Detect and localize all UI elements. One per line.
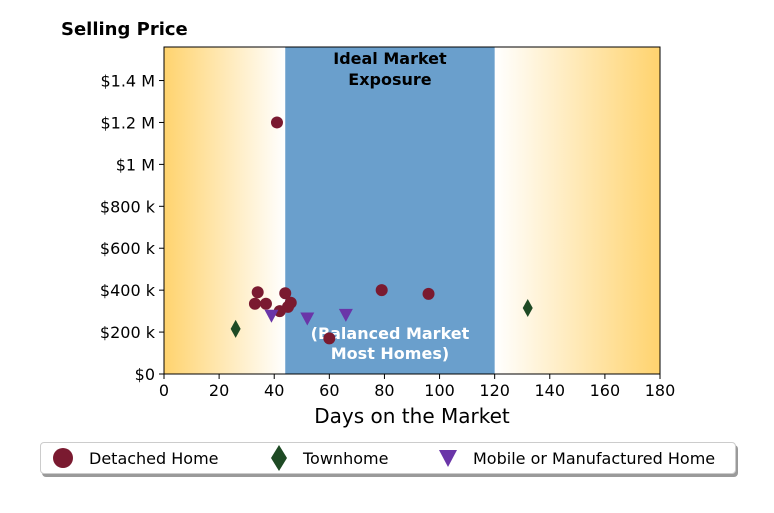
legend-item-detached: Detached Home xyxy=(51,443,219,473)
y-tick-label: $1 M xyxy=(116,155,155,174)
y-tick-label: $400 k xyxy=(100,281,156,300)
detached-home-point xyxy=(270,116,283,129)
x-axis: 0 20 40 60 80 100 120 140 160 180 xyxy=(159,374,675,400)
plot-frame xyxy=(163,46,661,375)
circle-marker-icon xyxy=(53,448,73,468)
detached-home-point xyxy=(375,284,388,297)
legend-marker-townhome xyxy=(271,445,287,471)
x-tick-label: 60 xyxy=(319,381,339,400)
band-bottom-label-line: Most Homes) xyxy=(331,344,449,363)
legend: Detached Home Townhome Mobile or Manufac… xyxy=(40,442,736,474)
legend-label-detached: Detached Home xyxy=(89,448,219,468)
legend-item-townhome: Townhome xyxy=(269,443,388,473)
legend-label-townhome: Townhome xyxy=(303,448,389,468)
x-tick-label: 100 xyxy=(424,381,455,400)
chart-title: Selling Price xyxy=(61,19,188,40)
band-top-label-line: Exposure xyxy=(348,70,432,89)
ideal-market-band xyxy=(285,47,495,374)
band-top-label-line: Ideal Market xyxy=(333,49,447,68)
y-tick-label: $1.4 M xyxy=(100,72,155,91)
x-tick-label: 0 xyxy=(159,381,169,400)
legend-marker-mobile xyxy=(439,450,457,467)
townhome-point xyxy=(522,298,533,317)
x-tick-label: 40 xyxy=(264,381,284,400)
diamond-marker-icon xyxy=(271,445,287,471)
detached-home-point xyxy=(323,332,336,345)
y-tick-label: $600 k xyxy=(100,239,156,258)
detached-home-point xyxy=(279,287,292,300)
detached-home-point xyxy=(251,286,264,299)
x-tick-label: 80 xyxy=(374,381,394,400)
scatter-chart: Ideal Market Exposure (Balanced MarketMost… xyxy=(61,19,675,428)
detached-home-point xyxy=(284,296,297,309)
band-bottom-label-line: (Balanced Market xyxy=(311,324,470,343)
data-points xyxy=(230,116,533,345)
townhome-point xyxy=(230,319,241,338)
x-tick-label: 160 xyxy=(590,381,621,400)
legend-marker-detached xyxy=(53,448,73,468)
left-gradient-zone xyxy=(164,47,286,374)
mobile-home-point xyxy=(300,312,315,326)
ideal-band-layer: Ideal Market Exposure (Balanced MarketMost… xyxy=(285,47,495,374)
legend-label-mobile: Mobile or Manufactured Home xyxy=(473,448,716,468)
triangle-down-marker-icon xyxy=(439,450,457,467)
mobile-home-point xyxy=(338,308,353,322)
y-tick-label: $800 k xyxy=(100,197,156,216)
detached-home-point xyxy=(259,297,272,310)
detached-home-point xyxy=(422,287,435,300)
right-gradient-zone xyxy=(494,47,660,374)
mobile-home-point xyxy=(264,309,279,323)
y-tick-label: $0 xyxy=(135,365,155,384)
x-tick-label: 20 xyxy=(209,381,229,400)
x-axis-label: Days on the Market xyxy=(314,404,510,428)
detached-home-point xyxy=(248,297,261,310)
x-tick-label: 120 xyxy=(479,381,510,400)
y-tick-label: $1.2 M xyxy=(100,113,155,132)
y-axis: $0 $200 k $400 k $600 k $800 k $1 M $1.2 M $1.4… xyxy=(100,72,164,384)
x-tick-label: 180 xyxy=(645,381,676,400)
legend-item-mobile: Mobile or Manufactured Home xyxy=(437,443,715,473)
y-tick-label: $200 k xyxy=(100,323,156,342)
x-tick-label: 140 xyxy=(535,381,566,400)
